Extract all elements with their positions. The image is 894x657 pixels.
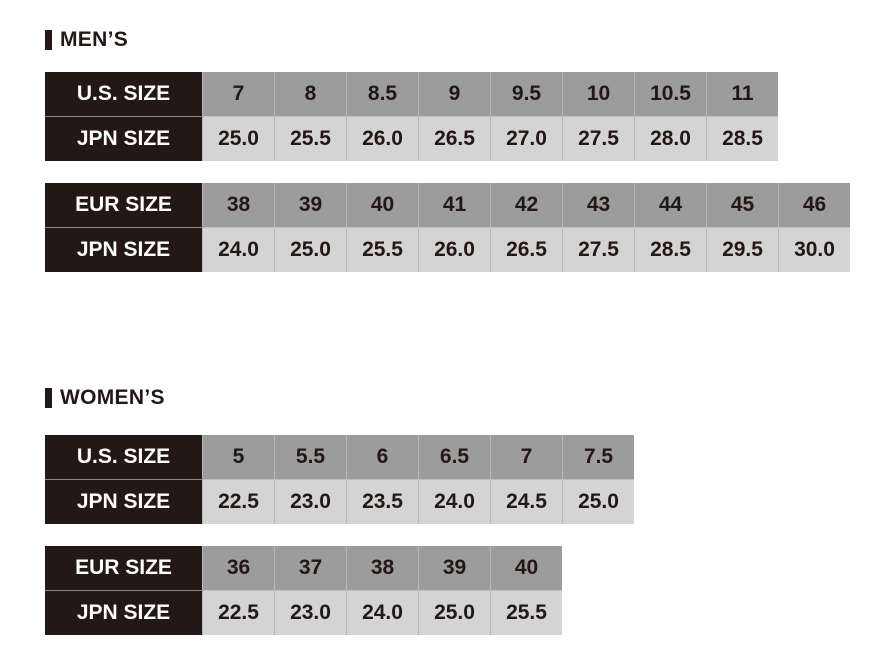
size-cell: 46 <box>778 183 850 228</box>
size-row: U.S. SIZE 7 8 8.5 9 9.5 10 10.5 11 <box>45 72 778 117</box>
size-cell: 9 <box>418 72 491 117</box>
mens-eur-size-table: EUR SIZE 38 39 40 41 42 43 44 45 46 JPN SIZE 24.0 25… <box>45 183 850 272</box>
size-cell: 40 <box>490 546 562 591</box>
row-label: U.S. SIZE <box>45 435 203 480</box>
mens-us-size-table: U.S. SIZE 7 8 8.5 9 9.5 10 10.5 11 JPN SIZE 25.0 25… <box>45 72 778 161</box>
size-cell: 29.5 <box>706 227 779 272</box>
size-cell: 39 <box>274 183 347 228</box>
womens-heading: WOMEN’S <box>45 386 165 410</box>
row-label: JPN SIZE <box>45 227 203 272</box>
size-cell: 24.0 <box>418 479 491 524</box>
size-row: EUR SIZE 38 39 40 41 42 43 44 45 46 <box>45 183 850 228</box>
size-cell: 28.5 <box>706 116 778 161</box>
size-cell: 30.0 <box>778 227 850 272</box>
size-cell: 8 <box>274 72 347 117</box>
size-cell: 39 <box>418 546 491 591</box>
size-cell: 27.5 <box>562 227 635 272</box>
size-cell: 45 <box>706 183 779 228</box>
row-label: EUR SIZE <box>45 183 203 228</box>
size-cell: 27.0 <box>490 116 563 161</box>
size-cell: 26.0 <box>418 227 491 272</box>
size-cell: 10 <box>562 72 635 117</box>
jpn-size-row: JPN SIZE 25.0 25.5 26.0 26.5 27.0 27.5 28.0 28.5 <box>45 116 778 161</box>
jpn-size-row: JPN SIZE 22.5 23.0 23.5 24.0 24.5 25.0 <box>45 479 634 524</box>
size-cell: 23.5 <box>346 479 419 524</box>
size-cell: 6.5 <box>418 435 491 480</box>
row-label: JPN SIZE <box>45 590 203 635</box>
size-cell: 25.5 <box>274 116 347 161</box>
size-cell: 7 <box>202 72 275 117</box>
size-cell: 25.5 <box>346 227 419 272</box>
mens-heading: MEN’S <box>45 28 128 52</box>
size-cell: 7.5 <box>562 435 634 480</box>
size-cell: 37 <box>274 546 347 591</box>
womens-us-size-table: U.S. SIZE 5 5.5 6 6.5 7 7.5 JPN SIZE 22.5 23.0 23.… <box>45 435 634 524</box>
size-cell: 43 <box>562 183 635 228</box>
size-cell: 38 <box>202 183 275 228</box>
size-cell: 5 <box>202 435 275 480</box>
jpn-size-row: JPN SIZE 24.0 25.0 25.5 26.0 26.5 27.5 28.5 29.5… <box>45 227 850 272</box>
mens-heading-text: MEN’S <box>60 28 129 51</box>
size-cell: 7 <box>490 435 563 480</box>
size-cell: 24.0 <box>202 227 275 272</box>
size-cell: 25.0 <box>562 479 634 524</box>
size-row: U.S. SIZE 5 5.5 6 6.5 7 7.5 <box>45 435 634 480</box>
size-cell: 8.5 <box>346 72 419 117</box>
size-cell: 11 <box>706 72 778 117</box>
womens-eur-size-table: EUR SIZE 36 37 38 39 40 JPN SIZE 22.5 23.0 24.0 25… <box>45 546 562 635</box>
heading-bar-icon <box>45 30 52 50</box>
size-cell: 42 <box>490 183 563 228</box>
size-cell: 22.5 <box>202 479 275 524</box>
size-cell: 36 <box>202 546 275 591</box>
size-cell: 23.0 <box>274 479 347 524</box>
womens-heading-text: WOMEN’S <box>60 386 165 409</box>
size-cell: 27.5 <box>562 116 635 161</box>
size-cell: 24.5 <box>490 479 563 524</box>
size-row: EUR SIZE 36 37 38 39 40 <box>45 546 562 591</box>
size-cell: 10.5 <box>634 72 707 117</box>
row-label: JPN SIZE <box>45 479 203 524</box>
size-cell: 26.0 <box>346 116 419 161</box>
row-label: JPN SIZE <box>45 116 203 161</box>
size-cell: 24.0 <box>346 590 419 635</box>
jpn-size-row: JPN SIZE 22.5 23.0 24.0 25.0 25.5 <box>45 590 562 635</box>
size-cell: 25.5 <box>490 590 562 635</box>
size-cell: 22.5 <box>202 590 275 635</box>
size-cell: 5.5 <box>274 435 347 480</box>
size-cell: 25.0 <box>418 590 491 635</box>
size-cell: 25.0 <box>202 116 275 161</box>
size-cell: 25.0 <box>274 227 347 272</box>
size-cell: 26.5 <box>418 116 491 161</box>
size-cell: 28.0 <box>634 116 707 161</box>
heading-bar-icon <box>45 388 52 408</box>
size-cell: 26.5 <box>490 227 563 272</box>
size-cell: 44 <box>634 183 707 228</box>
size-cell: 28.5 <box>634 227 707 272</box>
size-cell: 9.5 <box>490 72 563 117</box>
size-cell: 40 <box>346 183 419 228</box>
size-cell: 6 <box>346 435 419 480</box>
size-cell: 38 <box>346 546 419 591</box>
row-label: EUR SIZE <box>45 546 203 591</box>
size-cell: 41 <box>418 183 491 228</box>
size-cell: 23.0 <box>274 590 347 635</box>
row-label: U.S. SIZE <box>45 72 203 117</box>
